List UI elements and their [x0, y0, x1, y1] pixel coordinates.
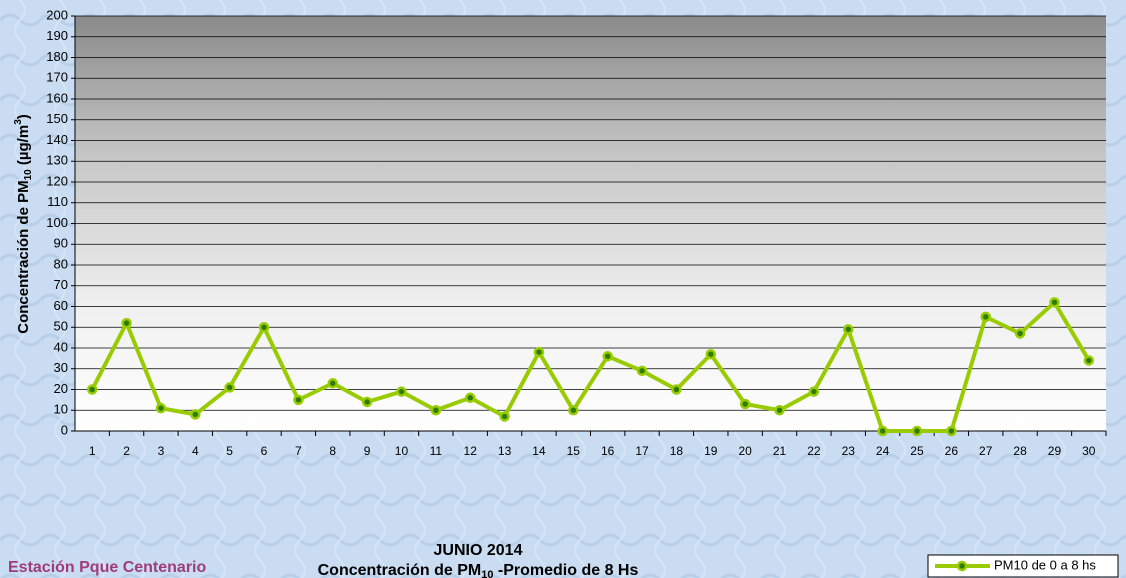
point [464, 392, 476, 404]
point [361, 396, 373, 408]
point [499, 411, 510, 422]
y-tick-label: 120 [46, 173, 68, 188]
y-tick-label: 20 [54, 381, 68, 396]
x-tick-label: 4 [192, 444, 199, 458]
point [739, 398, 751, 410]
point [911, 425, 923, 437]
x-tick-label: 16 [601, 444, 615, 458]
y-label-part: ) [15, 114, 32, 119]
y-label-part: (µg/m [15, 125, 32, 169]
point [327, 378, 338, 389]
point [1049, 297, 1060, 308]
x-tick-label: 18 [670, 444, 684, 458]
y-tick-label: 80 [54, 256, 68, 271]
x-tick-label: 3 [158, 444, 165, 458]
chart-subtitle: Concentración de PM10 -Promedio de 8 Hs [318, 562, 639, 578]
y-tick-label: 190 [46, 28, 68, 43]
point [980, 311, 991, 323]
point [808, 386, 820, 397]
y-label-sup: 3 [13, 119, 24, 125]
y-tick-label: 100 [46, 215, 68, 230]
point [705, 348, 717, 360]
x-tick-label: 20 [738, 444, 752, 458]
y-tick-label: 70 [54, 277, 68, 292]
y-label-sub: 10 [23, 169, 34, 181]
point [155, 402, 167, 414]
x-tick-label: 14 [532, 444, 546, 458]
point [671, 384, 682, 395]
point [946, 425, 957, 437]
x-tick-label: 2 [123, 444, 130, 458]
x-tick-label: 24 [876, 444, 890, 458]
point [258, 322, 270, 333]
point [293, 394, 304, 406]
x-tick-label: 27 [979, 444, 993, 458]
point [1014, 328, 1026, 339]
x-tick-label: 22 [807, 444, 821, 458]
y-tick-label: 140 [46, 132, 68, 147]
point [568, 405, 579, 416]
x-tick-label: 26 [945, 444, 959, 458]
y-tick-label: 160 [46, 90, 68, 105]
point [843, 324, 854, 335]
subtitle-part: -Promedio de 8 Hs [493, 562, 638, 578]
x-tick-label: 29 [1048, 444, 1062, 458]
station-label: Estación Pque Centenario [8, 559, 206, 576]
x-tick-label: 30 [1082, 444, 1096, 458]
series-line [90, 300, 1091, 433]
x-tick-label: 15 [567, 444, 581, 458]
y-tick-label: 110 [47, 194, 68, 209]
x-tick-label: 23 [842, 444, 856, 458]
x-tick-label: 28 [1013, 444, 1027, 458]
y-tick-label: 130 [46, 153, 68, 168]
point [86, 384, 98, 395]
y-tick-label: 200 [46, 7, 68, 22]
y-tick-label: 40 [54, 339, 68, 354]
y-tick-label: 50 [54, 319, 68, 334]
x-tick-label: 10 [395, 444, 409, 458]
x-tick-label: 21 [773, 444, 787, 458]
point [396, 386, 407, 397]
point [774, 405, 785, 416]
legend-box [927, 554, 1119, 578]
point [1083, 355, 1095, 366]
y-tick-label: 10 [54, 402, 68, 417]
y-axis-label: Concentración de PM10 (µg/m3) [13, 114, 34, 334]
point [224, 382, 235, 393]
x-tick-label: 9 [364, 444, 371, 458]
legend-label: PM10 de 0 a 8 hs [994, 557, 1096, 572]
y-tick-label: 180 [46, 49, 68, 64]
y-tick-label: 90 [54, 236, 68, 251]
x-tick-label: 6 [261, 444, 268, 458]
legend-marker [956, 560, 968, 572]
y-tick-label: 150 [46, 111, 68, 126]
subtitle-part: Concentración de PM [318, 562, 482, 578]
point [877, 425, 888, 437]
point [533, 346, 545, 358]
point [636, 365, 648, 377]
subtitle-sub: 10 [481, 569, 493, 578]
x-tick-label: 8 [329, 444, 336, 458]
y-tick-label: 0 [61, 422, 68, 437]
x-tick-label: 11 [430, 444, 443, 458]
point [602, 351, 613, 362]
x-tick-label: 1 [89, 444, 96, 458]
x-tick-label: 5 [226, 444, 233, 458]
x-tick-label: 12 [464, 444, 478, 458]
x-tick-label: 7 [295, 444, 302, 458]
point [190, 409, 201, 420]
x-tick-label: 13 [498, 444, 512, 458]
chart-title: JUNIO 2014 [434, 542, 523, 559]
y-tick-label: 30 [54, 360, 68, 375]
y-label-part: Concentración de PM [15, 180, 32, 333]
y-tick-label: 170 [46, 70, 68, 85]
point [121, 317, 132, 329]
y-tick-label: 60 [54, 298, 68, 313]
point [430, 405, 442, 416]
x-tick-label: 19 [704, 444, 718, 458]
x-tick-label: 25 [910, 444, 924, 458]
x-tick-label: 17 [635, 444, 649, 458]
